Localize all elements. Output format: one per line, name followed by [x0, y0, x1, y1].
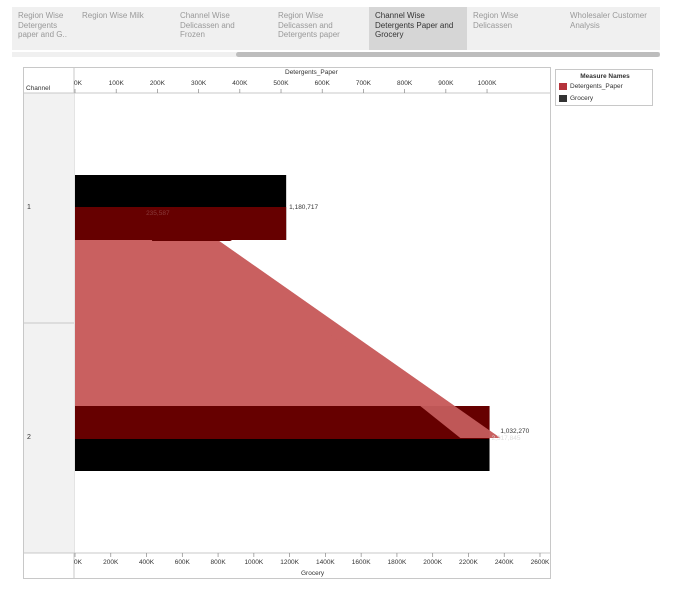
tab-label-line: Frozen	[180, 30, 205, 39]
worksheet-tab-4[interactable]: Channel Wise Detergents Paper and Grocery	[369, 7, 467, 50]
tab-label-line: Region Wise	[473, 11, 519, 20]
legend-label: Detergents_Paper	[570, 83, 623, 91]
worksheet-tabs: Region Wise Detergents paper and G.. Region…	[12, 7, 660, 50]
tab-label-line: Region Wise	[18, 11, 64, 20]
bottom-axis-title: Grocery	[301, 570, 325, 577]
top-axis-title: Detergents_Paper	[285, 69, 338, 76]
tab-label-line: Detergents Paper and	[375, 20, 454, 30]
tab-label-line: Delicassen	[473, 20, 513, 30]
tab-label-line: Analysis	[570, 20, 600, 30]
tab-label-line: Grocery	[375, 30, 404, 39]
legend-swatch-icon	[559, 95, 567, 102]
legend: Measure Names Detergents_Paper Grocery	[555, 69, 653, 106]
legend-item-grocery[interactable]: Grocery	[559, 95, 593, 102]
worksheet-tab-6[interactable]: Wholesaler Customer Analysis	[564, 7, 660, 50]
tab-label-line: Detergents paper	[278, 30, 340, 39]
tab-label-line: Delicassen and	[180, 20, 235, 30]
tab-label-line: Delicassen and	[278, 20, 333, 30]
tab-label-line: Region Wise Milk	[82, 11, 144, 20]
tab-label-line: Detergents	[18, 20, 58, 30]
worksheet-tab-3[interactable]: Region Wise Delicassen and Detergents pape…	[272, 7, 369, 50]
legend-item-detergents-paper[interactable]: Detergents_Paper	[559, 83, 623, 90]
tabs-scrollbar-thumb[interactable]	[236, 52, 660, 57]
row-header-label: Channel	[26, 85, 51, 92]
legend-title: Measure Names	[580, 73, 630, 80]
worksheet-tab-2[interactable]: Channel Wise Delicassen and Frozen	[174, 7, 272, 50]
chart-frame	[23, 67, 551, 579]
worksheet-tab-1[interactable]: Region Wise Milk	[76, 7, 174, 50]
tab-label-line: Wholesaler Customer	[570, 11, 647, 20]
worksheet-tab-0[interactable]: Region Wise Detergents paper and G..	[12, 7, 76, 50]
legend-swatch-icon	[559, 83, 567, 90]
worksheet-tab-5[interactable]: Region Wise Delicassen	[467, 7, 564, 50]
legend-label: Grocery	[570, 95, 594, 103]
tab-label-line: paper and G..	[18, 30, 67, 39]
tab-label-line: Region Wise	[278, 11, 324, 20]
tab-label-line: Channel Wise	[180, 11, 230, 20]
tab-label-line: Channel Wise	[375, 11, 425, 20]
